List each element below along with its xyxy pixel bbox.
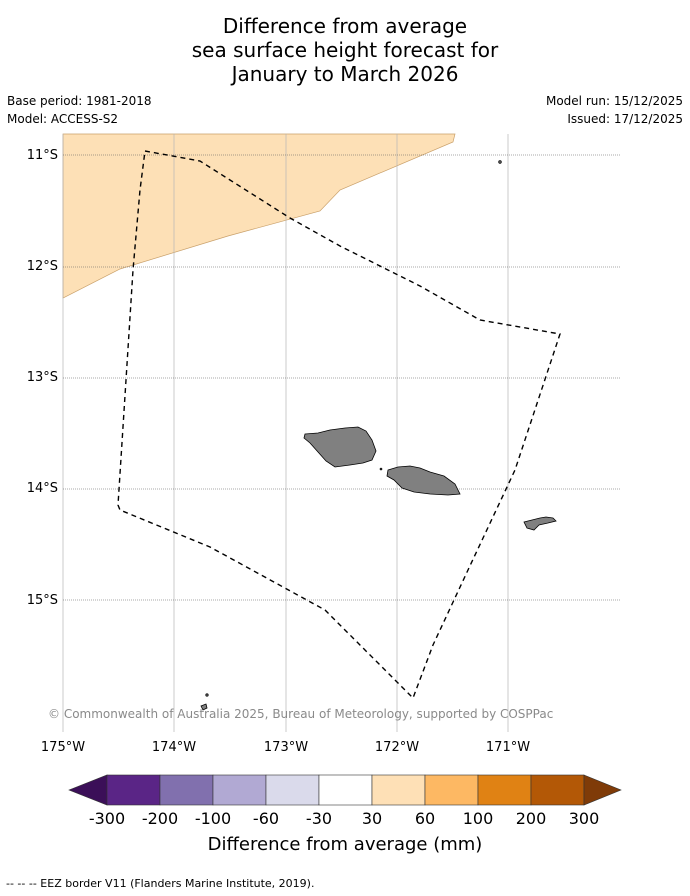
colorbar-segment: [212, 774, 267, 806]
colorbar-segment: [106, 774, 161, 806]
colorbar-tick: -60: [252, 809, 280, 828]
colorbar: [68, 774, 622, 806]
lon-label-175w: 175°W: [40, 740, 86, 755]
model-name: Model: ACCESS-S2: [7, 112, 119, 126]
islands: [200, 160, 557, 711]
lon-label-173w: 173°W: [263, 740, 309, 755]
anomaly-region: [62, 133, 456, 299]
copyright-notice: © Commonwealth of Australia 2025, Bureau…: [48, 707, 554, 721]
colorbar-segment: [159, 774, 214, 806]
colorbar-tick: 30: [361, 809, 383, 828]
model-run: Model run: 15/12/2025: [545, 94, 683, 108]
lon-label-174w: 174°W: [151, 740, 197, 755]
eez-footnote: -- -- -- EEZ border V11 (Flanders Marine…: [6, 877, 315, 890]
title-line-2: sea surface height forecast for: [191, 38, 499, 62]
chart-title: Difference from average sea surface heig…: [0, 14, 690, 86]
colorbar-tick: -30: [305, 809, 333, 828]
colorbar-segment: [424, 774, 479, 806]
island-tutuila: [523, 516, 557, 531]
colorbar-extend-high: [583, 774, 622, 806]
islet-rose: [498, 160, 502, 164]
colorbar-tick: -200: [141, 809, 179, 828]
issued-date: Issued: 17/12/2025: [567, 112, 683, 126]
lat-label-13s: 13°S: [26, 370, 58, 385]
title-line-1: Difference from average: [222, 14, 468, 38]
lon-label-171w: 171°W: [485, 740, 531, 755]
lat-label-15s: 15°S: [26, 593, 58, 608]
colorbar-segment: [318, 774, 373, 806]
lat-label-14s: 14°S: [26, 481, 58, 496]
islet-apolima: [379, 467, 383, 471]
colorbar-tick: 60: [414, 809, 436, 828]
colorbar-tick: -100: [194, 809, 232, 828]
base-period: Base period: 1981-2018: [7, 94, 152, 108]
colorbar-segment: [477, 774, 532, 806]
colorbar-title: Difference from average (mm): [207, 834, 483, 855]
colorbar-tick: 100: [462, 809, 494, 828]
grid: [62, 134, 509, 732]
colorbar-segment: [530, 774, 585, 806]
island-savaii: [303, 426, 377, 468]
lat-label-12s: 12°S: [26, 259, 58, 274]
colorbar-segment: [371, 774, 426, 806]
island-upolu: [386, 465, 461, 496]
colorbar-tick: -300: [88, 809, 126, 828]
colorbar-tick: 200: [515, 809, 547, 828]
title-line-3: January to March 2026: [231, 62, 459, 86]
colorbar-segment: [265, 774, 320, 806]
lat-label-11s: 11°S: [26, 148, 58, 163]
parallels: [63, 154, 620, 601]
colorbar-extend-low: [68, 774, 108, 806]
eez-border: [117, 150, 561, 700]
islet-north: [205, 693, 209, 697]
islet-south: [200, 703, 208, 711]
lon-label-172w: 172°W: [374, 740, 420, 755]
colorbar-tick: 300: [568, 809, 600, 828]
